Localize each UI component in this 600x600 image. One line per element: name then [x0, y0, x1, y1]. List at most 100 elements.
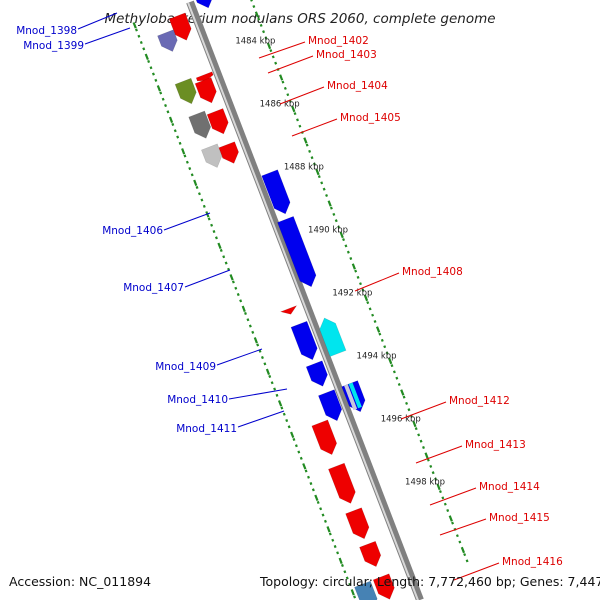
tick-mark [292, 437, 296, 442]
leader-line [400, 401, 447, 420]
tick-mark [251, 330, 255, 334]
gene-label-mnod_1404: Mnod_1404 [327, 80, 388, 92]
genome-summary-text: Topology: circular; Length: 7,772,460 bp… [260, 574, 600, 589]
tick-mark [383, 345, 387, 349]
tick-mark [275, 393, 279, 397]
tick-mark [222, 255, 226, 259]
tick-label: 1488 kbp [284, 162, 324, 172]
tick-mark [282, 412, 286, 416]
backbone-line [186, 0, 424, 600]
tick-mark [294, 444, 298, 448]
gene-label-mnod_1403: Mnod_1403 [316, 49, 377, 61]
tick-mark [309, 481, 313, 486]
tick-mark [270, 381, 274, 385]
tick-mark [256, 343, 260, 347]
tick-mark [417, 433, 421, 437]
tick-mark [260, 355, 264, 360]
tick-mark [202, 204, 206, 208]
tick-mark [339, 231, 344, 239]
tick-mark [348, 582, 352, 586]
tick-mark [219, 248, 223, 253]
leader-line [163, 212, 211, 231]
tick-mark [173, 129, 177, 133]
gene-arrow [319, 317, 347, 357]
leader-line [267, 55, 314, 74]
tick-mark [264, 36, 268, 40]
tick-mark [214, 236, 218, 240]
tick-mark [334, 219, 338, 223]
gene-label-leaders [77, 12, 500, 581]
tick-mark [422, 446, 425, 449]
gene-arrow [328, 462, 356, 504]
tick-mark [378, 332, 382, 336]
tick-ring-inner [250, 0, 469, 563]
gene-arrow [290, 320, 318, 361]
tick-mark [217, 242, 222, 250]
tick-mark [161, 97, 165, 101]
tick-mark [438, 490, 442, 494]
tick-mark [446, 509, 450, 512]
tick-mark [375, 326, 381, 333]
tick-mark [307, 475, 310, 479]
tick-mark [322, 187, 326, 191]
leader-line [279, 86, 325, 105]
tick-mark [304, 469, 308, 473]
tick-mark [412, 420, 417, 428]
tick-mark [331, 538, 335, 542]
tick-mark [274, 61, 278, 65]
tick-mark [451, 521, 455, 525]
tick-mark [385, 351, 389, 355]
tick-mark [388, 357, 393, 365]
tick-mark [443, 502, 447, 506]
tick-mark [168, 116, 174, 123]
tick-label: 1498 kbp [405, 477, 445, 487]
tick-mark [134, 28, 138, 32]
gene-arrow [174, 77, 197, 105]
tick-mark [269, 49, 273, 53]
leader-line [216, 348, 263, 366]
gene-label-mnod_1410: Mnod_1410 [167, 394, 228, 406]
gene-arrow [218, 141, 239, 164]
gene-labels: Mnod_1398 Mnod_1399 Mnod_1406 Mnod_1407 Mnod… [16, 25, 563, 568]
tick-mark [320, 181, 324, 185]
tick-mark [441, 496, 445, 500]
tick-mark [283, 86, 287, 90]
tick-mark [354, 269, 358, 273]
tick-mark [419, 439, 423, 443]
gene-arrow [372, 573, 395, 600]
gene-label-mnod_1406: Mnod_1406 [102, 225, 163, 237]
tick-mark [317, 175, 321, 179]
tick-mark [436, 483, 441, 491]
genome-backbone [186, 0, 424, 600]
tick-mark [132, 22, 137, 29]
tick-mark [171, 122, 175, 126]
tick-mark [293, 112, 297, 116]
leader-line [439, 518, 487, 536]
tick-mark [252, 4, 256, 9]
gene-arrow [201, 143, 223, 168]
tick-mark [431, 471, 435, 475]
gene-label-mnod_1399: Mnod_1399 [23, 40, 84, 52]
tick-mark [296, 118, 299, 122]
gene-label-mnod_1416: Mnod_1416 [502, 556, 563, 568]
gene-arrow [279, 304, 298, 315]
tick-mark [236, 292, 240, 297]
gene-label-mnod_1408: Mnod_1408 [402, 266, 463, 278]
tick-mark [299, 456, 303, 460]
gene-arrow-overlay [348, 382, 362, 409]
tick-mark [183, 154, 187, 158]
tick-mark [310, 156, 314, 160]
tick-mark [311, 488, 315, 492]
tick-mark [327, 200, 332, 207]
tick-mark [305, 143, 309, 147]
tick-mark [159, 91, 163, 95]
tick-mark [262, 30, 266, 34]
tick-mark [164, 103, 168, 108]
tick-mark [371, 313, 375, 317]
tick-mark [178, 141, 182, 145]
tick-mark [448, 515, 453, 522]
tick-mark [314, 494, 319, 502]
tick-mark [325, 193, 329, 198]
leader-line [184, 269, 231, 288]
